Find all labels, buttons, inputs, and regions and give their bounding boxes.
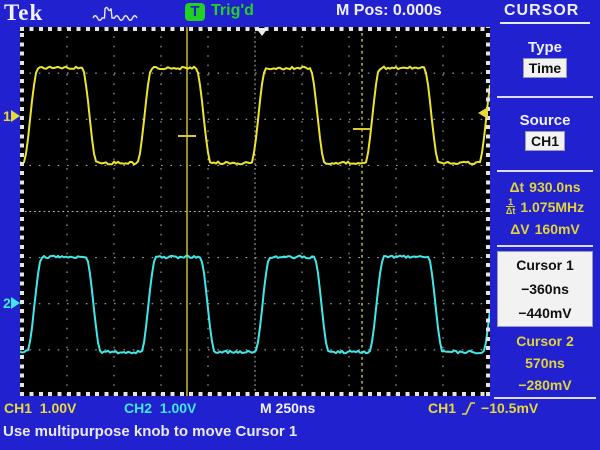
rising-edge-icon bbox=[462, 401, 476, 415]
timebase-readout: M 250ns bbox=[260, 400, 316, 416]
type-label: Type bbox=[528, 39, 562, 56]
trigger-level-arrow-icon[interactable] bbox=[478, 107, 488, 119]
graticule-ticks-right bbox=[486, 27, 490, 396]
cursor2-title: Cursor 2 bbox=[516, 333, 574, 349]
frequency-readout: 1 Δt 1.075MHz bbox=[490, 197, 600, 216]
menu-title: CURSOR bbox=[504, 2, 580, 19]
trigger-readout: CH1 −10.5mV bbox=[428, 400, 538, 416]
waveform-plot bbox=[19, 27, 491, 396]
trigger-position-arrow-icon[interactable] bbox=[256, 28, 268, 36]
cursor1-menu-button[interactable]: Cursor 1 −360ns −440mV bbox=[497, 251, 593, 327]
horizontal-position-readout: M Pos: 0.000s bbox=[336, 2, 442, 19]
graticule-ticks-top bbox=[20, 27, 490, 31]
delta-t-icon: Δt bbox=[509, 179, 525, 195]
one-over-delta-t-icon: 1 Δt bbox=[505, 197, 516, 216]
ch2-waveform bbox=[19, 254, 491, 355]
menu-divider bbox=[494, 397, 596, 399]
ch1-marker-arrow-icon bbox=[10, 110, 20, 122]
ch2-marker-label: 2 bbox=[3, 295, 11, 311]
trigger-level-value: −10.5mV bbox=[481, 400, 539, 416]
ch2-ground-marker[interactable]: 2 bbox=[3, 295, 20, 311]
ch1-ground-marker[interactable]: 1 bbox=[3, 108, 20, 124]
trigger-badge-icon: T bbox=[185, 3, 205, 21]
source-value: CH1 bbox=[524, 131, 565, 151]
menu-divider bbox=[497, 96, 593, 98]
ch2-marker-arrow-icon bbox=[10, 297, 20, 309]
cursor2-volt-value: −280mV bbox=[518, 377, 572, 393]
cursor1-volt-value: −440mV bbox=[518, 305, 572, 321]
menu-title-underline bbox=[500, 22, 590, 24]
source-value-button[interactable]: CH1 bbox=[492, 131, 598, 151]
menu-divider bbox=[497, 170, 593, 172]
graticule-ticks-left bbox=[20, 27, 24, 396]
ch2-scale-readout: CH2 1.00V bbox=[124, 400, 197, 416]
waveform-display bbox=[19, 27, 491, 396]
cursor2-time-value: 570ns bbox=[525, 355, 565, 371]
trigger-source: CH1 bbox=[428, 400, 457, 416]
delta-v-icon: ΔV bbox=[510, 221, 530, 237]
cursor1-time-value: −360ns bbox=[521, 281, 569, 297]
type-value: Time bbox=[522, 58, 568, 78]
cursor1-title: Cursor 1 bbox=[516, 257, 574, 273]
acquisition-waveform-icon bbox=[92, 6, 138, 21]
delta-t-value: 930.0ns bbox=[529, 179, 581, 195]
graticule-ticks-bottom bbox=[20, 392, 490, 396]
trigger-status: Trig'd bbox=[211, 2, 254, 19]
cursor2-menu-button[interactable]: Cursor 2 bbox=[490, 333, 600, 349]
delta-t-readout: Δt 930.0ns bbox=[490, 179, 600, 195]
tek-logo: Tek bbox=[4, 0, 44, 25]
menu-divider bbox=[497, 245, 593, 247]
ch1-waveform bbox=[19, 65, 491, 166]
source-label: Source bbox=[519, 112, 571, 129]
delta-v-value: 160mV bbox=[534, 221, 580, 237]
delta-v-readout: ΔV 160mV bbox=[490, 221, 600, 237]
ch1-scale-readout: CH1 1.00V bbox=[4, 400, 77, 416]
type-value-button[interactable]: Time bbox=[492, 58, 598, 78]
frequency-value: 1.075MHz bbox=[520, 198, 585, 215]
ch1-marker-label: 1 bbox=[3, 108, 11, 124]
status-line: Use multipurpose knob to move Cursor 1 bbox=[3, 423, 298, 440]
